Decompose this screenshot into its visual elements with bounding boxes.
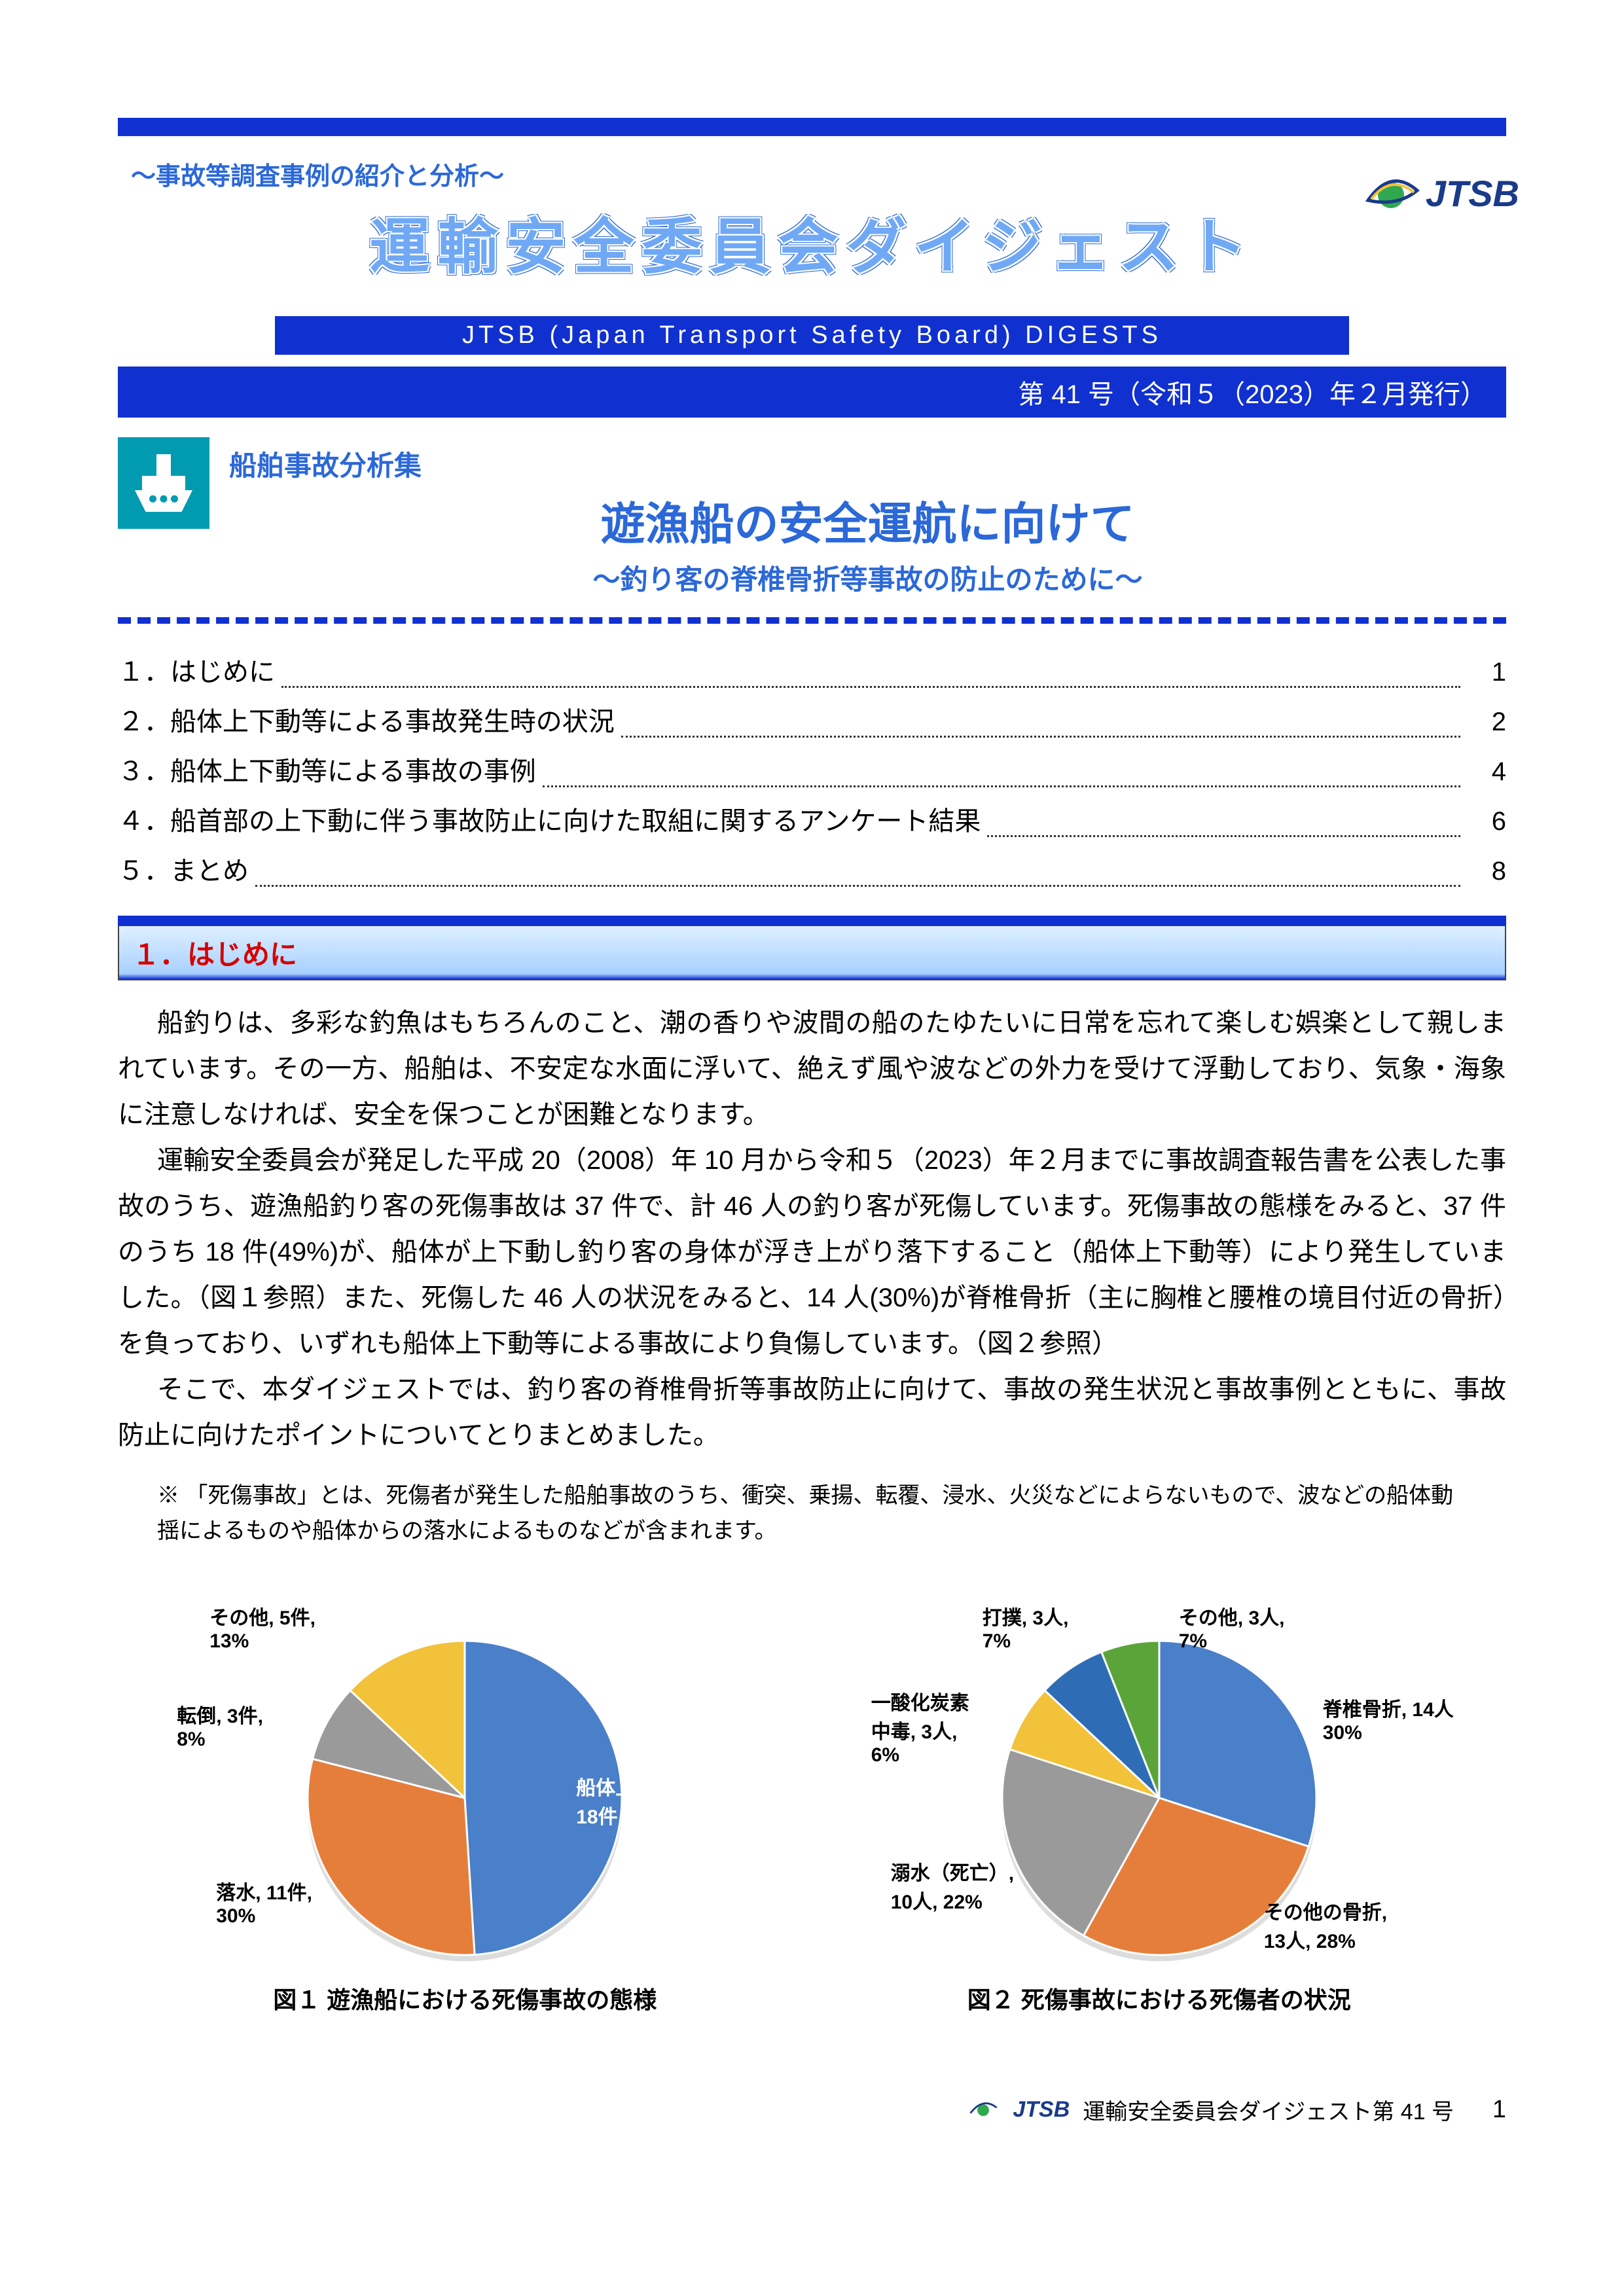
intro-line: 〜事故等調査事例の紹介と分析〜 [131, 156, 1506, 192]
footer-logo-text: JTSB [1013, 2097, 1070, 2123]
footer-logo-icon [967, 2098, 1000, 2121]
toc-row: ４．船首部の上下動に伴う事故防止に向けた取組に関するアンケート結果 6 [118, 797, 1506, 846]
main-title: 運輸安全委員会ダイジェスト [118, 198, 1506, 285]
toc-row: １．はじめに 1 [118, 647, 1506, 697]
footnote: ※ 「死傷事故」とは、死傷者が発生した船舶事故のうち、衝突、乗揚、転覆、浸水、火… [157, 1478, 1467, 1549]
paragraph: 船釣りは、多彩な釣魚はもちろんのこと、潮の香りや波間の船のたゆたいに日常を忘れて… [118, 1000, 1506, 1138]
subtitle-band: JTSB (Japan Transport Safety Board) DIGE… [275, 316, 1349, 355]
toc-page: 8 [1467, 846, 1506, 896]
chart-1-caption: 図１ 遊漁船における死傷事故の態様 [151, 1981, 779, 2015]
toc-label: ５．まとめ [118, 846, 249, 896]
title-block: 運輸安全委員会ダイジェスト JTSB [118, 192, 1506, 310]
page-footer: JTSB 運輸安全委員会ダイジェスト第 41 号 1 [118, 2094, 1506, 2126]
logo-text: JTSB [1426, 172, 1519, 215]
jtsb-logo: JTSB [1362, 172, 1519, 215]
section-header: 船舶事故分析集 遊漁船の安全運航に向けて 〜釣り客の脊椎骨折等事故の防止のために… [118, 437, 1506, 598]
category-label: 船舶事故分析集 [229, 444, 1506, 484]
toc-label: ４．船首部の上下動に伴う事故防止に向けた取組に関するアンケート結果 [118, 797, 981, 846]
issue-bar: 第 41 号（令和５（2023）年２月発行） [118, 367, 1506, 418]
page-number: 1 [1467, 2096, 1506, 2124]
paragraph: 運輸安全委員会が発足した平成 20（2008）年 10 月から令和５（2023）… [118, 1138, 1506, 1367]
chart-2-caption: 図２ 死傷事故における死傷者の状況 [845, 1981, 1473, 2015]
blue-rule [118, 916, 1506, 926]
document-title: 遊漁船の安全運航に向けて [229, 488, 1506, 552]
pie-chart-1: 船体上下動等,18件, 49%落水, 11件,30%転倒, 3件,8%その他, … [295, 1615, 635, 1955]
paragraph: そこで、本ダイジェストでは、釣り客の脊椎骨折等事故防止に向けて、事故の発生状況と… [118, 1367, 1506, 1458]
table-of-contents: １．はじめに 1 ２．船体上下動等による事故発生時の状況 2 ３．船体上下動等による… [118, 647, 1506, 896]
globe-swirl-icon [1362, 174, 1420, 213]
pie-chart-2: 脊椎骨折, 14人30%その他の骨折,13人, 28%溺水（死亡）,10人, 2… [989, 1615, 1329, 1955]
footer-text: 運輸安全委員会ダイジェスト第 41 号 [1083, 2094, 1454, 2126]
toc-page: 2 [1467, 697, 1506, 747]
toc-page: 4 [1467, 747, 1506, 797]
document-subtitle: 〜釣り客の脊椎骨折等事故の防止のために〜 [229, 558, 1506, 598]
body-text: 船釣りは、多彩な釣魚はもちろんのこと、潮の香りや波間の船のたゆたいに日常を忘れて… [118, 1000, 1506, 1458]
chart-1: 船体上下動等,18件, 49%落水, 11件,30%転倒, 3件,8%その他, … [151, 1588, 779, 2015]
toc-page: 1 [1467, 647, 1506, 697]
toc-row: ５．まとめ 8 [118, 846, 1506, 896]
ship-icon [118, 437, 209, 529]
top-blue-bar [118, 118, 1506, 136]
charts-row: 船体上下動等,18件, 49%落水, 11件,30%転倒, 3件,8%その他, … [118, 1588, 1506, 2015]
toc-row: ２．船体上下動等による事故発生時の状況 2 [118, 697, 1506, 747]
section-heading-1: １．はじめに [118, 926, 1506, 980]
toc-page: 6 [1467, 797, 1506, 846]
chart-2: 脊椎骨折, 14人30%その他の骨折,13人, 28%溺水（死亡）,10人, 2… [845, 1588, 1473, 2015]
dashed-divider [118, 617, 1506, 624]
toc-label: １．はじめに [118, 647, 275, 697]
toc-label: ２．船体上下動等による事故発生時の状況 [118, 697, 615, 747]
toc-row: ３．船体上下動等による事故の事例 4 [118, 747, 1506, 797]
toc-label: ３．船体上下動等による事故の事例 [118, 747, 536, 797]
